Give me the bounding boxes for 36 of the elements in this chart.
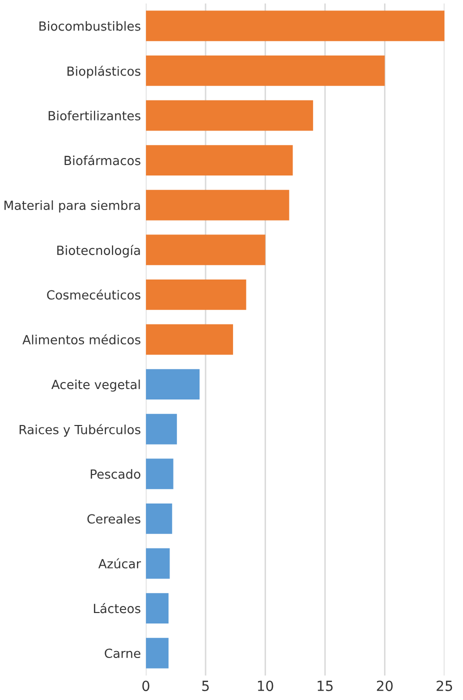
x-tick-label: 15 (318, 680, 333, 692)
y-tick-label: Biofertilizantes (48, 110, 140, 120)
y-tick-label: Cereales (87, 514, 140, 524)
x-tick-label: 0 (142, 680, 150, 692)
y-tick-label: Raices y Tubérculos (20, 424, 140, 437)
bar (146, 458, 174, 490)
bar (146, 548, 170, 579)
y-tick-label: Biotecnología (57, 244, 140, 258)
y-tick-label: Cosmecéuticos (47, 289, 140, 300)
y-tick-label: Material para siembra (4, 200, 140, 212)
x-tick-label: 25 (436, 680, 452, 692)
bar (146, 324, 234, 355)
y-tick-label: Biocombustibles (39, 21, 140, 31)
bar (146, 638, 169, 668)
y-tick-label: Biofármacos (64, 155, 140, 166)
bar (146, 100, 314, 131)
bar (146, 279, 246, 310)
y-tick-label: Bioplásticos (68, 66, 140, 78)
x-tick-label: 5 (202, 680, 209, 692)
bar (146, 414, 177, 444)
bar (146, 369, 200, 400)
y-tick-label: Lácteos (94, 603, 140, 614)
x-tick-label: 10 (258, 680, 274, 692)
bar (146, 145, 293, 176)
y-tick-label: Carne (104, 648, 140, 658)
bar (146, 503, 172, 534)
bar (146, 10, 444, 42)
bar (146, 55, 385, 86)
x-tick-label: 20 (376, 680, 393, 692)
y-tick-label: Pescado (90, 469, 140, 479)
bar (146, 234, 266, 266)
y-tick-label: Aceite vegetal (51, 380, 140, 392)
bar (146, 593, 169, 624)
y-tick-label: Azúcar (98, 558, 141, 568)
y-tick-label: Alimentos médicos (22, 334, 140, 344)
bar (146, 190, 290, 220)
